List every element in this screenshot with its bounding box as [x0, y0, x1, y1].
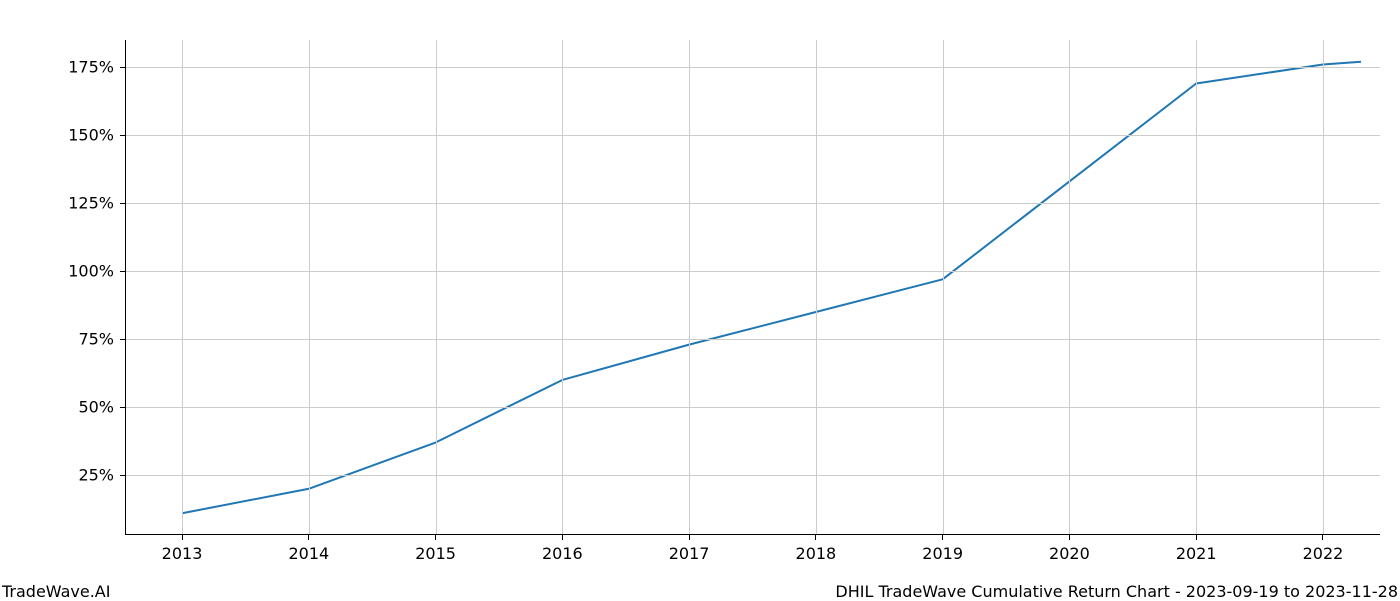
- x-tick: [182, 535, 183, 540]
- x-tick: [1322, 535, 1323, 540]
- x-tick-label: 2015: [415, 544, 456, 563]
- x-tick: [308, 535, 309, 540]
- y-tick: [120, 475, 125, 476]
- x-tick-label: 2020: [1049, 544, 1090, 563]
- y-tick-label: 50%: [78, 398, 114, 417]
- x-tick-label: 2021: [1176, 544, 1217, 563]
- x-tick: [815, 535, 816, 540]
- y-tick-label: 125%: [68, 194, 114, 213]
- grid-line-horizontal: [125, 67, 1380, 68]
- y-tick: [120, 203, 125, 204]
- grid-line-vertical: [436, 40, 437, 535]
- grid-line-vertical: [1196, 40, 1197, 535]
- grid-line-vertical: [1069, 40, 1070, 535]
- x-tick-label: 2018: [796, 544, 837, 563]
- grid-line-horizontal: [125, 339, 1380, 340]
- grid-line-vertical: [689, 40, 690, 535]
- x-tick-label: 2017: [669, 544, 710, 563]
- y-tick: [120, 67, 125, 68]
- grid-line-horizontal: [125, 407, 1380, 408]
- plot-area: [125, 40, 1380, 535]
- grid-line-vertical: [943, 40, 944, 535]
- x-tick: [689, 535, 690, 540]
- x-tick-label: 2014: [288, 544, 329, 563]
- y-tick: [120, 339, 125, 340]
- y-tick-label: 150%: [68, 126, 114, 145]
- footer-right-caption: DHIL TradeWave Cumulative Return Chart -…: [835, 582, 1398, 601]
- grid-line-horizontal: [125, 475, 1380, 476]
- grid-line-vertical: [1323, 40, 1324, 535]
- footer-left-brand: TradeWave.AI: [2, 582, 110, 601]
- x-tick-label: 2013: [162, 544, 203, 563]
- axis-spine-left: [125, 40, 126, 535]
- y-tick-label: 75%: [78, 330, 114, 349]
- x-tick: [1069, 535, 1070, 540]
- series-cumulative-return: [182, 62, 1361, 513]
- grid-line-horizontal: [125, 135, 1380, 136]
- grid-line-vertical: [562, 40, 563, 535]
- axis-spine-bottom: [125, 534, 1380, 535]
- grid-line-vertical: [309, 40, 310, 535]
- grid-line-vertical: [182, 40, 183, 535]
- x-tick: [562, 535, 563, 540]
- x-tick: [435, 535, 436, 540]
- return-chart: TradeWave.AI DHIL TradeWave Cumulative R…: [0, 0, 1400, 600]
- y-tick: [120, 407, 125, 408]
- x-tick-label: 2019: [922, 544, 963, 563]
- grid-line-horizontal: [125, 271, 1380, 272]
- x-tick-label: 2022: [1303, 544, 1344, 563]
- y-tick-label: 100%: [68, 262, 114, 281]
- y-tick-label: 175%: [68, 58, 114, 77]
- line-layer: [125, 40, 1380, 535]
- x-tick-label: 2016: [542, 544, 583, 563]
- x-tick: [942, 535, 943, 540]
- x-tick: [1196, 535, 1197, 540]
- grid-line-horizontal: [125, 203, 1380, 204]
- y-tick: [120, 271, 125, 272]
- y-tick: [120, 135, 125, 136]
- grid-line-vertical: [816, 40, 817, 535]
- y-tick-label: 25%: [78, 466, 114, 485]
